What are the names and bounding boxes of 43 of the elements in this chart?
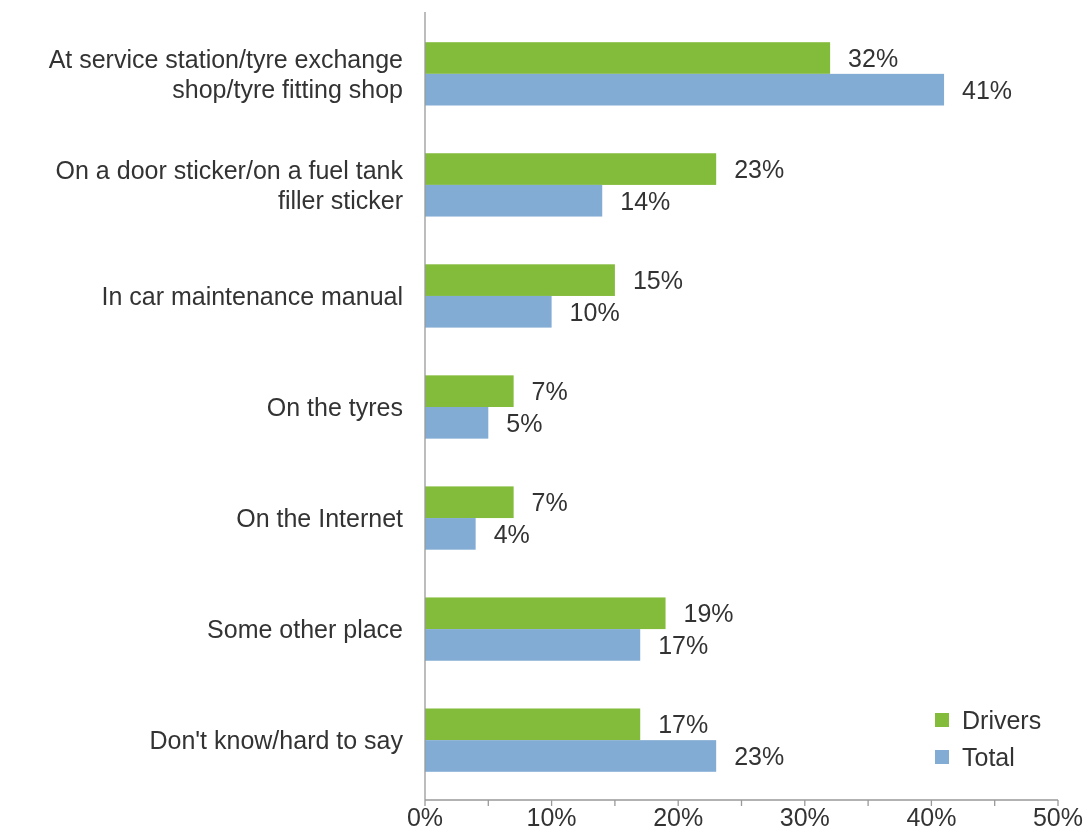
data-label: 32% bbox=[848, 44, 899, 73]
y-tick-label: On the tyres bbox=[266, 392, 403, 421]
data-label: 17% bbox=[658, 630, 709, 659]
y-tick-label: Don't know/hard to say bbox=[149, 725, 404, 754]
legend-label: Drivers bbox=[962, 706, 1042, 734]
bar bbox=[425, 518, 476, 550]
bar bbox=[425, 375, 514, 407]
bar bbox=[425, 629, 641, 661]
data-label: 4% bbox=[493, 519, 530, 548]
bar bbox=[425, 407, 489, 439]
data-label: 23% bbox=[734, 741, 785, 770]
data-label: 10% bbox=[569, 297, 620, 326]
y-tick-label: Some other place bbox=[207, 614, 403, 643]
data-label: 23% bbox=[734, 155, 785, 184]
bar bbox=[425, 708, 641, 741]
data-label: 15% bbox=[632, 266, 683, 295]
x-tick-label: 50% bbox=[1032, 803, 1084, 831]
y-tick-label: On a door sticker/on a fuel tank filler sticker bbox=[55, 155, 404, 214]
data-label: 41% bbox=[962, 75, 1013, 104]
legend-label: Total bbox=[962, 743, 1015, 771]
y-tick-label: On the Internet bbox=[236, 503, 404, 532]
bar bbox=[425, 153, 717, 185]
bar bbox=[425, 740, 717, 772]
bar bbox=[425, 264, 615, 296]
data-label: 19% bbox=[683, 599, 734, 628]
data-label: 7% bbox=[531, 377, 568, 406]
data-label: 7% bbox=[531, 488, 568, 517]
bar bbox=[425, 73, 945, 106]
y-tick-label: At service station/tyre exchange shop/tyre fitting shop bbox=[48, 44, 403, 103]
x-tick-label: 20% bbox=[653, 803, 704, 831]
x-tick-label: 10% bbox=[526, 803, 577, 831]
x-tick-label: 0% bbox=[406, 803, 444, 831]
bar bbox=[425, 295, 552, 328]
bar bbox=[425, 42, 831, 74]
data-label: 17% bbox=[658, 710, 709, 739]
x-tick-label: 30% bbox=[779, 803, 830, 831]
data-label: 14% bbox=[620, 186, 671, 215]
data-label: 5% bbox=[506, 408, 543, 437]
x-tick-label: 40% bbox=[906, 803, 957, 831]
y-tick-label: In car maintenance manual bbox=[101, 281, 403, 310]
bar bbox=[425, 597, 666, 630]
bar bbox=[425, 486, 514, 519]
bar bbox=[425, 184, 603, 217]
